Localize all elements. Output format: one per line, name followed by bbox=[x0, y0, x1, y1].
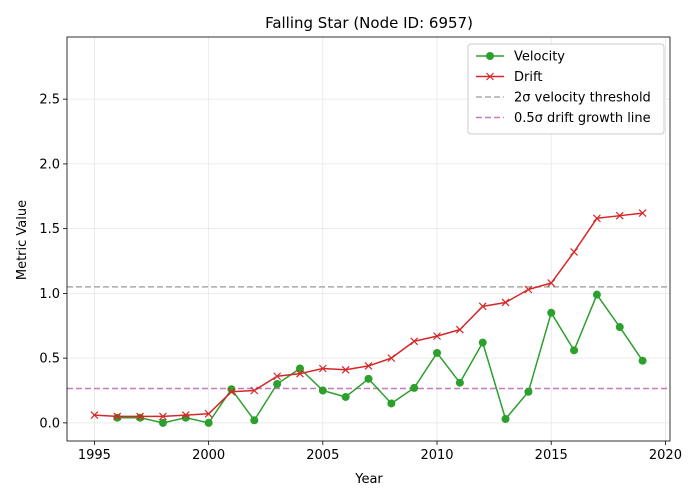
data-point bbox=[364, 361, 373, 370]
data-point bbox=[433, 332, 441, 341]
data-point bbox=[524, 285, 533, 294]
data-point bbox=[181, 411, 190, 420]
data-point bbox=[250, 386, 259, 395]
x-axis-title: Year bbox=[354, 472, 383, 487]
legend-label: Drift bbox=[514, 70, 542, 85]
x-tick-label: 2015 bbox=[535, 448, 568, 463]
y-tick-label: 0.0 bbox=[39, 416, 60, 431]
data-point bbox=[204, 418, 213, 427]
x-tick-label: 2020 bbox=[649, 448, 682, 463]
data-point bbox=[478, 338, 487, 347]
data-point bbox=[615, 211, 624, 220]
x-tick-label: 2000 bbox=[192, 448, 225, 463]
data-point bbox=[410, 383, 419, 392]
data-point bbox=[478, 302, 487, 311]
legend-label: 2σ velocity threshold bbox=[514, 91, 651, 106]
plot-area: 1995 2000 2005 2010 2015 2020 0.0 0.5 1.0 1.5 2.0 2… bbox=[39, 36, 682, 463]
data-point bbox=[204, 409, 213, 418]
data-point bbox=[318, 386, 327, 395]
data-point bbox=[455, 325, 464, 334]
y-tick-label: 1.0 bbox=[39, 287, 60, 302]
data-point bbox=[273, 372, 282, 381]
data-point bbox=[387, 354, 396, 363]
data-point bbox=[615, 323, 624, 332]
data-point bbox=[341, 365, 350, 374]
data-point bbox=[158, 418, 167, 427]
data-point bbox=[136, 412, 145, 421]
data-point bbox=[90, 411, 99, 420]
data-point bbox=[547, 279, 556, 287]
data-point bbox=[341, 392, 350, 401]
x-tick-label: 1995 bbox=[78, 448, 111, 463]
legend-label: Velocity bbox=[514, 50, 565, 65]
data-point bbox=[136, 413, 145, 422]
data-point bbox=[570, 248, 578, 256]
data-point bbox=[455, 378, 464, 387]
legend: Velocity Drift 2σ velocity threshold 0.5σ d… bbox=[467, 43, 665, 135]
data-point bbox=[387, 399, 396, 408]
data-point bbox=[296, 369, 304, 378]
data-point bbox=[159, 412, 167, 421]
data-point bbox=[364, 374, 373, 383]
chart-title: Falling Star (Node ID: 6957) bbox=[265, 14, 473, 32]
data-point bbox=[592, 290, 601, 299]
data-point bbox=[524, 387, 533, 396]
y-tick-label: 0.5 bbox=[39, 352, 60, 367]
legend-box bbox=[467, 43, 665, 135]
legend-marker bbox=[486, 52, 494, 60]
data-point bbox=[592, 214, 601, 223]
data-point bbox=[547, 308, 556, 317]
data-point bbox=[250, 416, 259, 425]
x-tick-label: 2010 bbox=[420, 448, 453, 463]
x-tick-label: 2005 bbox=[306, 448, 339, 463]
data-point bbox=[318, 364, 327, 373]
data-point bbox=[295, 364, 304, 373]
data-point bbox=[570, 346, 579, 355]
data-point bbox=[273, 380, 282, 389]
data-point bbox=[113, 413, 122, 422]
data-point bbox=[433, 348, 442, 357]
y-axis-title: Metric Value bbox=[15, 200, 30, 280]
data-point bbox=[638, 356, 647, 365]
axes-frame bbox=[66, 36, 671, 442]
data-point bbox=[501, 298, 510, 307]
data-point bbox=[501, 414, 510, 423]
y-tick-label: 2.5 bbox=[39, 93, 60, 108]
data-point bbox=[638, 209, 647, 218]
legend-label: 0.5σ drift growth line bbox=[514, 111, 651, 126]
data-point bbox=[113, 412, 122, 421]
data-point bbox=[227, 387, 236, 396]
legend-marker bbox=[486, 72, 494, 81]
y-tick-label: 2.0 bbox=[39, 157, 60, 172]
data-point bbox=[410, 337, 419, 346]
y-tick-label: 1.5 bbox=[39, 222, 60, 237]
